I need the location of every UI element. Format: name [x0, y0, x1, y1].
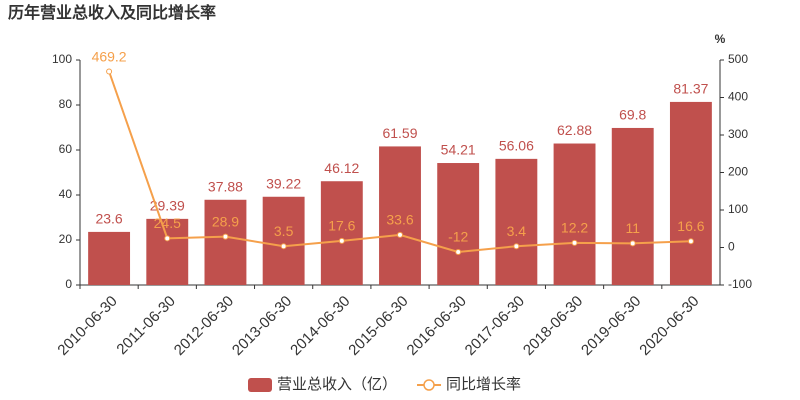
bar: [88, 231, 131, 285]
bar-value-label: 61.59: [382, 125, 417, 141]
bar: [204, 199, 247, 285]
x-tick-label: 2011-06-30: [113, 293, 178, 358]
y2-tick-label: 100: [728, 202, 748, 216]
line-point: [629, 240, 636, 247]
bar: [611, 127, 654, 285]
line-point: [513, 243, 520, 250]
legend-label: 营业总收入（亿）: [277, 376, 397, 393]
x-tick-label: 2017-06-30: [462, 293, 528, 359]
bar: [669, 101, 712, 285]
bar-value-label: 81.37: [673, 81, 708, 97]
x-tick-label: 2010-06-30: [54, 293, 120, 359]
y-tick-label: 20: [59, 232, 73, 246]
line-point: [164, 235, 171, 242]
y-tick-label: 60: [59, 142, 73, 156]
x-tick-label: 2015-06-30: [345, 293, 411, 359]
y-tick-label: 40: [59, 187, 73, 201]
line-value-label: 17.6: [328, 218, 355, 234]
line-value-label: 28.9: [212, 213, 239, 229]
line-value-label: 24.5: [154, 215, 181, 231]
bar: [146, 218, 189, 285]
legend-swatch-point: [423, 379, 435, 391]
y-tick-label: 0: [65, 277, 72, 291]
x-tick-label: 2020-06-30: [636, 293, 702, 359]
line-point: [338, 237, 345, 244]
y2-tick-label: 300: [728, 127, 748, 141]
bar-value-label: 37.88: [208, 178, 243, 194]
chart-title: 历年营业总收入及同比增长率: [8, 3, 216, 22]
line-point: [397, 231, 403, 238]
y-tick-label: 100: [52, 52, 72, 66]
bar-value-label: 56.06: [499, 138, 534, 154]
bar-value-label: 62.88: [557, 122, 592, 138]
line-value-label: 3.4: [507, 223, 527, 239]
x-tick-label: 2016-06-30: [404, 293, 470, 359]
line-point: [571, 239, 578, 246]
bar-value-label: 39.22: [266, 175, 301, 191]
legend-label: 同比增长率: [446, 376, 521, 393]
bar: [553, 143, 596, 285]
line-value-label: -12: [448, 229, 468, 245]
y2-tick-label: 200: [728, 165, 748, 179]
x-tick-label: 2012-06-30: [171, 293, 237, 359]
bar: [320, 181, 363, 285]
bar: [437, 163, 480, 285]
line-point: [280, 243, 287, 250]
y2-tick-label: 400: [728, 90, 748, 104]
x-tick-label: 2013-06-30: [229, 293, 295, 359]
line-value-label: 33.6: [386, 212, 413, 228]
x-tick-label: 2019-06-30: [578, 293, 644, 359]
y2-tick-label: 0: [728, 240, 735, 254]
x-tick-label: 2018-06-30: [520, 293, 586, 359]
y2-tick-label: -100: [728, 277, 752, 291]
line-point: [455, 249, 462, 255]
line-value-label: 16.6: [677, 218, 704, 234]
bar-value-label: 29.39: [150, 198, 185, 214]
x-tick-label: 2014-06-30: [287, 293, 353, 359]
bar: [262, 196, 305, 285]
y2-axis-label: %: [715, 32, 726, 46]
legend-swatch: [248, 378, 272, 392]
line-point: [222, 233, 229, 240]
bar-value-label: 69.8: [619, 107, 646, 123]
y-tick-label: 80: [59, 97, 73, 111]
line-value-label: 3.5: [274, 223, 294, 239]
bar-value-label: 46.12: [324, 160, 359, 176]
bar: [379, 146, 421, 285]
line-point: [687, 238, 694, 245]
y2-tick-label: 500: [728, 52, 748, 66]
line-value-label: 11: [625, 220, 640, 236]
bar: [495, 158, 538, 285]
bar-value-label: 23.6: [95, 211, 122, 227]
line-value-label: 12.2: [561, 220, 588, 236]
line-point: [106, 68, 113, 75]
line-value-label: 469.2: [92, 48, 127, 64]
bar-value-label: 54.21: [441, 142, 476, 158]
